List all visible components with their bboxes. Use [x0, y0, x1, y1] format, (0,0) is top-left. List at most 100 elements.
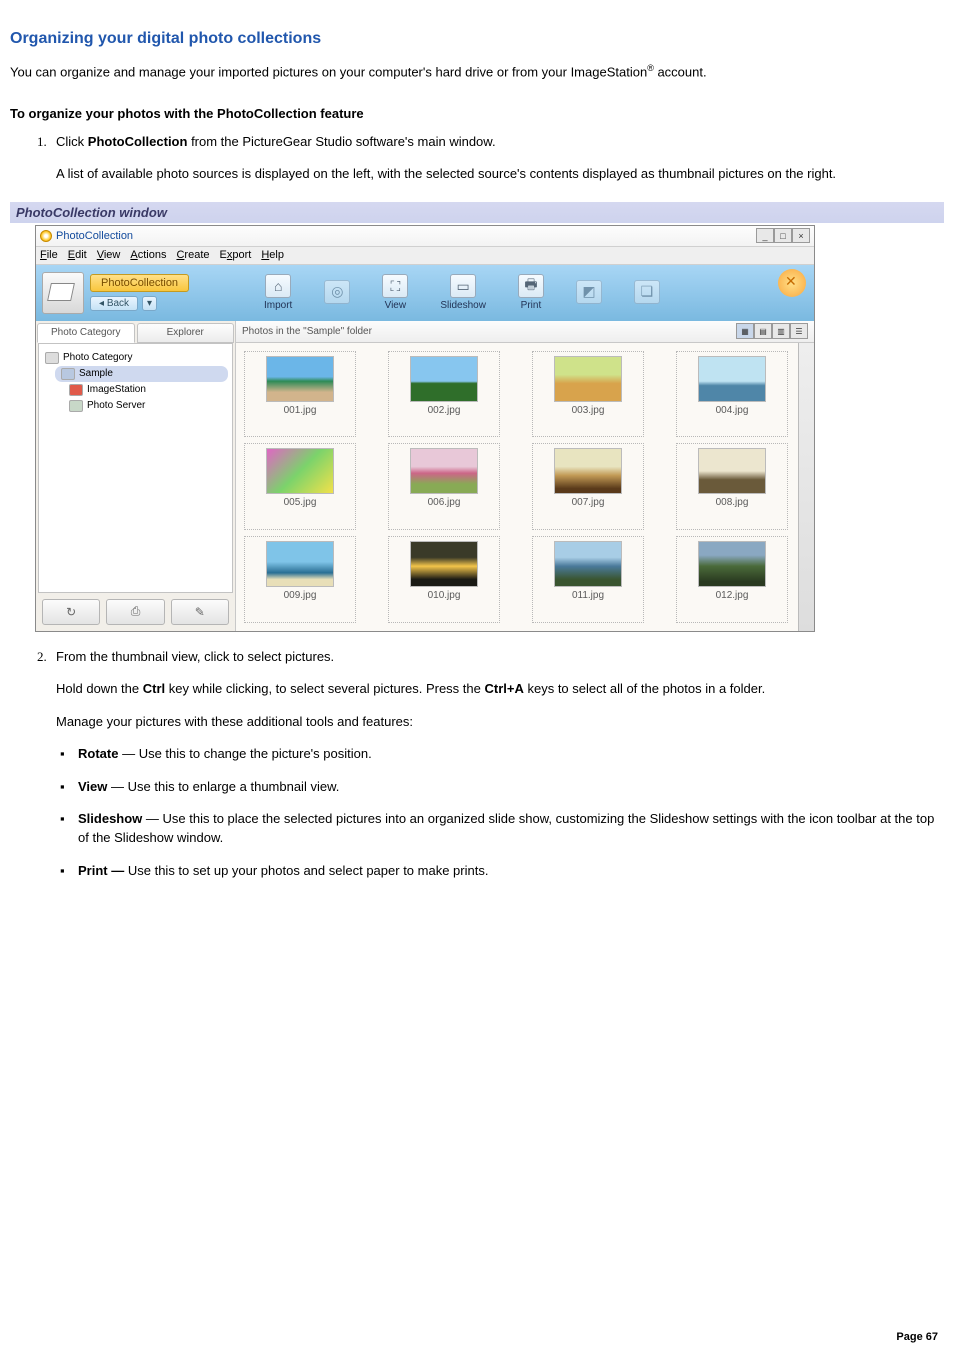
step2-b: Ctrl: [143, 681, 165, 696]
step1-bold: PhotoCollection: [88, 134, 188, 149]
screenshot-container: PhotoCollection _ □ × File Edit View Act…: [10, 225, 944, 632]
view-mode-2[interactable]: ▤: [754, 323, 772, 339]
toolbar-icon: ▭: [450, 274, 476, 298]
thumbnail[interactable]: 001.jpg: [244, 351, 356, 438]
thumbnail-caption: 009.jpg: [284, 590, 317, 601]
feature-desc: Use this to place the selected pictures …: [78, 811, 934, 845]
app-window: PhotoCollection _ □ × File Edit View Act…: [35, 225, 815, 632]
toolbar-tool[interactable]: ◩: [576, 280, 602, 306]
toolbar-icon: ⌂: [265, 274, 291, 298]
thumbnail[interactable]: 004.jpg: [676, 351, 788, 438]
thumbnail-caption: 008.jpg: [716, 497, 749, 508]
back-button[interactable]: ◂ Back: [90, 296, 138, 311]
folder-icon: [61, 368, 75, 380]
toolbar-icon: 🖶: [518, 274, 544, 298]
sidebar-btn-3[interactable]: ✎: [171, 599, 229, 625]
thumbnail-image: [410, 356, 478, 402]
step-1: Click PhotoCollection from the PictureGe…: [50, 133, 944, 184]
toolbar-tool[interactable]: ❏: [634, 280, 660, 306]
main-header: Photos in the "Sample" folder ▦ ▤ ▥ ☰: [236, 321, 814, 343]
window-body: Photo Category Explorer Photo Category S…: [36, 321, 814, 631]
feature-item: Slideshow — Use this to place the select…: [56, 810, 944, 848]
menu-view[interactable]: View: [97, 249, 121, 261]
window-title: PhotoCollection: [56, 230, 756, 242]
thumbnail[interactable]: 006.jpg: [388, 443, 500, 530]
step2-c: key while clicking, to select several pi…: [165, 681, 484, 696]
thumbnail[interactable]: 005.jpg: [244, 443, 356, 530]
step1-desc: A list of available photo sources is dis…: [56, 165, 944, 183]
thumbnail-image: [698, 448, 766, 494]
tree-imagestation[interactable]: ImageStation: [67, 382, 228, 398]
toolbar-label: Slideshow: [440, 300, 486, 311]
thumbnail-image: [410, 448, 478, 494]
step2-d: Ctrl+A: [484, 681, 523, 696]
tab-explorer[interactable]: Explorer: [137, 323, 235, 343]
toolbar-icon: ◩: [576, 280, 602, 304]
thumbnail-image: [266, 356, 334, 402]
view-mode-4[interactable]: ☰: [790, 323, 808, 339]
maximize-button[interactable]: □: [774, 228, 792, 243]
step2-e: keys to select all of the photos in a fo…: [524, 681, 765, 696]
step2-desc: Hold down the Ctrl key while clicking, t…: [56, 680, 944, 698]
tree-sample[interactable]: Sample: [55, 366, 228, 382]
thumbnail-caption: 011.jpg: [572, 590, 604, 601]
sidebar-btn-1[interactable]: ↻: [42, 599, 100, 625]
toolbar-slideshow[interactable]: ▭ Slideshow: [440, 274, 486, 311]
menu-help[interactable]: Help: [261, 249, 284, 261]
thumbnail[interactable]: 009.jpg: [244, 536, 356, 623]
thumbnail-image: [554, 541, 622, 587]
tree-sample-label: Sample: [79, 368, 113, 379]
toolbar: PhotoCollection ◂ Back ▾ ⌂Import◎⛶View▭S…: [36, 265, 814, 321]
photocollection-icon: [42, 272, 84, 314]
thumbnail[interactable]: 010.jpg: [388, 536, 500, 623]
sidebar-btn-2[interactable]: ⎙: [106, 599, 164, 625]
feature-name: Slideshow: [78, 811, 142, 826]
toolbar-icon: ◎: [324, 280, 350, 304]
thumbnail-image: [554, 356, 622, 402]
toolbar-tool[interactable]: ◎: [324, 280, 350, 306]
sidebar: Photo Category Explorer Photo Category S…: [36, 321, 236, 631]
feature-name: Print —: [78, 863, 124, 878]
thumbnail[interactable]: 008.jpg: [676, 443, 788, 530]
server-icon: [69, 400, 83, 412]
thumbnail-caption: 010.jpg: [428, 590, 461, 601]
menu-create[interactable]: Create: [176, 249, 209, 261]
thumbnail[interactable]: 012.jpg: [676, 536, 788, 623]
feature-name: Rotate: [78, 746, 118, 761]
back-history-button[interactable]: ▾: [142, 296, 157, 311]
back-label: Back: [107, 298, 129, 309]
close-button[interactable]: ×: [792, 228, 810, 243]
thumbnail[interactable]: 011.jpg: [532, 536, 644, 623]
intro-paragraph: You can organize and manage your importe…: [10, 62, 944, 82]
menu-export[interactable]: Export: [220, 249, 252, 261]
view-mode-3[interactable]: ▥: [772, 323, 790, 339]
menu-actions[interactable]: Actions: [130, 249, 166, 261]
settings-gear-icon[interactable]: [778, 269, 806, 297]
tree-root[interactable]: Photo Category: [43, 350, 228, 366]
app-icon: [40, 230, 52, 242]
menu-file[interactable]: File: [40, 249, 58, 261]
tree-view: Photo Category Sample ImageStation Photo…: [38, 343, 233, 593]
toolbar-view[interactable]: ⛶View: [382, 274, 408, 311]
intro-text-b: account.: [654, 64, 707, 79]
scrollbar[interactable]: [798, 343, 814, 631]
page-title: Organizing your digital photo collection…: [10, 30, 944, 48]
thumbnail[interactable]: 002.jpg: [388, 351, 500, 438]
minimize-button[interactable]: _: [756, 228, 774, 243]
thumbnail-caption: 003.jpg: [572, 405, 605, 416]
thumbnail-caption: 006.jpg: [428, 497, 461, 508]
toolbar-import[interactable]: ⌂Import: [264, 274, 292, 311]
tree-photoserver[interactable]: Photo Server: [67, 398, 228, 414]
step1-text-c: from the PictureGear Studio software's m…: [187, 134, 495, 149]
step2-tools: Manage your pictures with these addition…: [56, 713, 944, 731]
feature-item: View — Use this to enlarge a thumbnail v…: [56, 778, 944, 797]
thumbnail[interactable]: 007.jpg: [532, 443, 644, 530]
menu-edit[interactable]: Edit: [68, 249, 87, 261]
page-number: Page 67: [896, 1331, 938, 1343]
view-mode-1[interactable]: ▦: [736, 323, 754, 339]
toolbar-label: Print: [521, 300, 542, 311]
tab-photo-category[interactable]: Photo Category: [37, 323, 135, 343]
toolbar-tools: ⌂Import ◎ ⛶View ▭ Slideshow 🖶 Print ◩ ❏: [236, 265, 770, 321]
thumbnail[interactable]: 003.jpg: [532, 351, 644, 438]
toolbar-print[interactable]: 🖶 Print: [518, 274, 544, 311]
